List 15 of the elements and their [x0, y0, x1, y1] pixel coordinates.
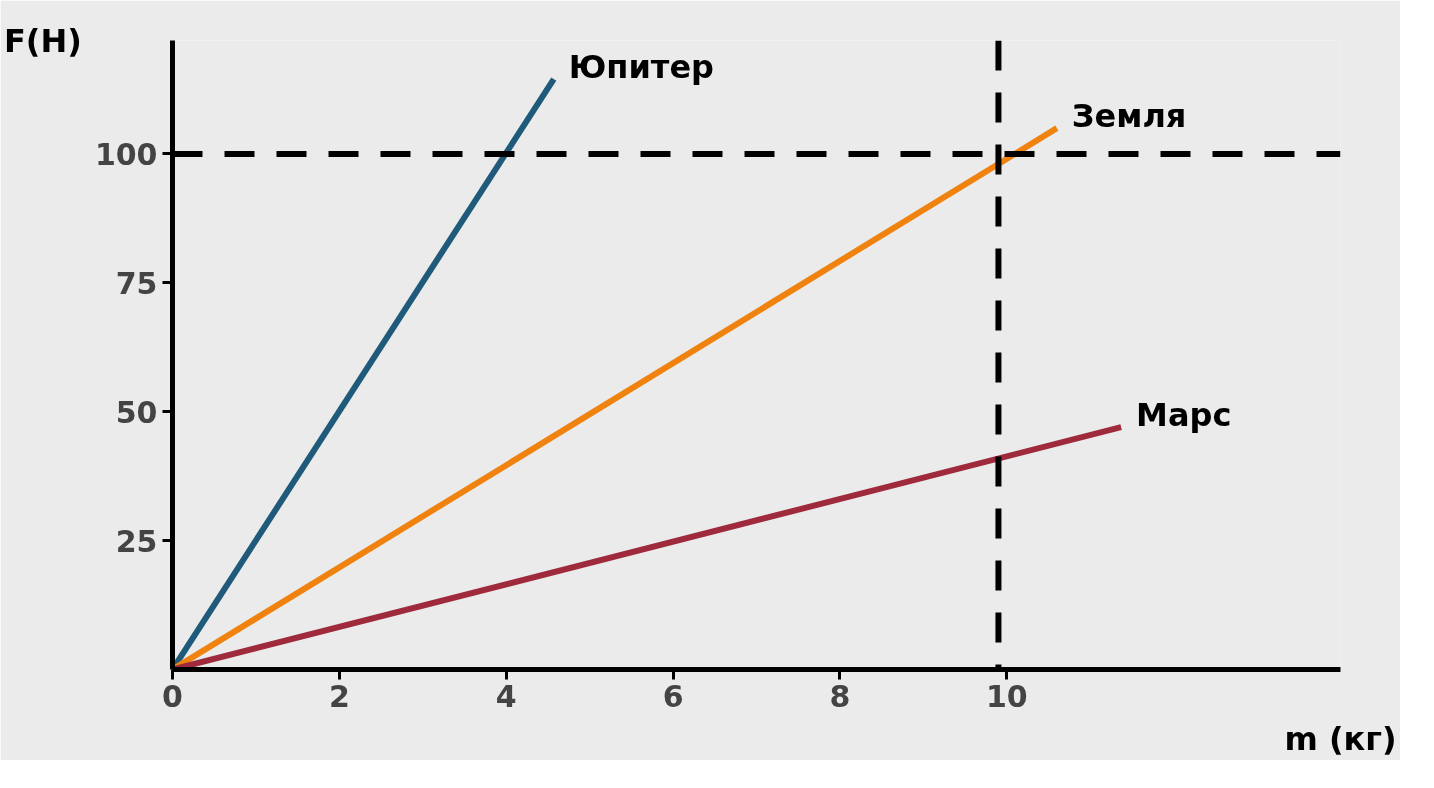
x-tick-label: 4: [495, 678, 517, 714]
y-tick-label: 25: [115, 523, 158, 559]
series-label: Юпитер: [568, 48, 715, 87]
y-axis-title: F(H): [3, 21, 82, 60]
x-tick-label: 8: [829, 678, 851, 714]
y-tick-label: 100: [94, 136, 158, 172]
x-tick-label: 6: [662, 678, 684, 714]
x-tick-label: 10: [985, 678, 1028, 714]
series-label: Марс: [1136, 396, 1232, 435]
y-tick-label: 75: [115, 265, 158, 301]
x-tick-label: 2: [328, 678, 350, 714]
x-axis-title: m (кг): [1284, 719, 1397, 758]
x-tick-label: 0: [162, 678, 183, 714]
y-tick-label: 50: [115, 394, 158, 430]
series-label: Земля: [1071, 97, 1187, 136]
